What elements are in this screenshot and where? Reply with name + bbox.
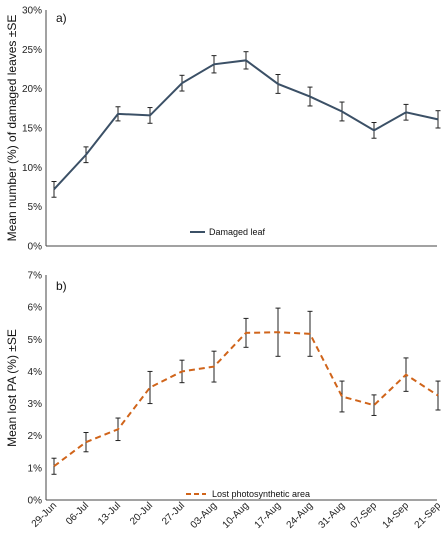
y-tick-label: 4% [28,367,43,378]
y-tick-label: 7% [28,271,43,282]
panel-b-axes [45,275,437,501]
y-tick-label: 0% [28,242,43,253]
panel-a-series-line [53,59,439,191]
y-tick-label: 25% [22,45,42,56]
y-tick-label: 5% [28,202,43,213]
x-tick-label: 03-Aug [189,500,220,531]
panel-a-yticks: 0% 5% 10% 15% 20% 25% 30% [22,6,42,253]
x-tick-label: 14-Sep [381,500,412,531]
x-tick-label: 31-Aug [317,500,348,531]
panel-a-label: a) [56,11,67,25]
panel-a-legend-label: Damaged leaf [209,227,266,237]
x-tick-label: 10-Aug [221,500,252,531]
y-tick-label: 30% [22,6,42,17]
panel-b-label: b) [56,279,67,293]
y-tick-label: 20% [22,84,42,95]
panel-b-ylabel: Mean lost PA (%) ±SE [5,329,19,447]
y-tick-label: 2% [28,431,43,442]
y-tick-label: 5% [28,335,43,346]
panel-a-axes [45,10,437,247]
y-tick-label: 3% [28,399,43,410]
y-tick-label: 6% [28,303,43,314]
x-tick-label: 13-Jul [96,500,123,527]
x-tick-label: 27-Jul [160,500,187,527]
panel-a-legend: Damaged leaf [190,227,266,237]
x-tick-label: 06-Jul [64,500,91,527]
y-tick-label: 1% [28,463,43,474]
panel-b: Mean lost PA (%) ±SE b) 0% 1% 2% 3% 4% 5% 6% 7%… [5,271,443,531]
panel-b-xticks: 29-Jun 06-Jul 13-Jul 20-Jul 27-Jul 03-Aug 10-A… [30,500,444,531]
x-tick-label: 17-Aug [253,500,284,531]
x-tick-label: 20-Jul [128,500,155,527]
y-tick-label: 0% [28,496,43,507]
x-tick-label: 21-Sep [413,500,444,531]
y-tick-label: 10% [22,163,42,174]
panel-a-ylabel: Mean number (%) of damaged leaves ±SE [5,15,19,242]
y-tick-label: 15% [22,124,42,135]
x-tick-label: 07-Sep [349,500,380,531]
x-tick-label: 24-Aug [285,500,316,531]
panel-b-yticks: 0% 1% 2% 3% 4% 5% 6% 7% [28,271,43,507]
panel-b-legend: Lost photosynthetic area [186,489,310,499]
panel-b-series-line [53,331,439,468]
panel-b-legend-label: Lost photosynthetic area [212,489,310,499]
panel-a: Mean number (%) of damaged leaves ±SE a)… [5,6,441,253]
